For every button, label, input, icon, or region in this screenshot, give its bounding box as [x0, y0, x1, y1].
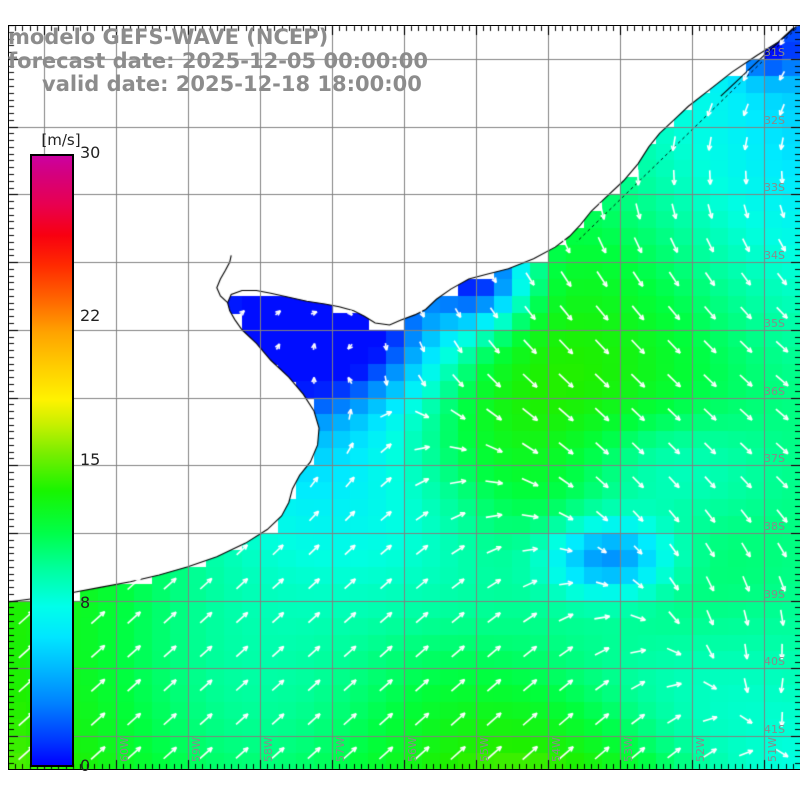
colorbar-tick-30: 30: [80, 143, 101, 162]
lat-label-37s: 37S: [764, 452, 785, 466]
lat-label-34s: 34S: [764, 249, 785, 263]
colorbar-tick-15: 15: [80, 449, 101, 469]
colorbar-unit-label: [m/s]: [41, 131, 81, 149]
map-plot-area[interactable]: 61W60W59W58W57W56W55W54W53W52W51W31S32S3…: [8, 25, 800, 770]
colorbar: [30, 154, 74, 767]
lon-label-60w: 60W: [118, 737, 131, 762]
lon-label-51w: 51W: [766, 737, 779, 762]
lat-label-40s: 40S: [764, 655, 785, 669]
lon-label-59w: 59W: [190, 737, 203, 762]
colorbar-gradient: [30, 154, 74, 767]
axis-tick-marks: [8, 25, 800, 770]
lat-label-41s: 41S: [764, 723, 785, 737]
lon-label-52w: 52W: [694, 737, 707, 762]
lon-label-57w: 57W: [334, 737, 347, 762]
frame-bottom-edge: [8, 769, 800, 770]
lat-label-39s: 39S: [764, 587, 785, 601]
lon-label-54w: 54W: [550, 737, 563, 762]
valid-date-line: valid date: 2025-12-18 18:00:00: [42, 72, 422, 97]
colorbar-tick-0: 0: [80, 756, 91, 775]
lat-label-33s: 33S: [764, 181, 785, 195]
model-name-line: modelo GEFS-WAVE (NCEP): [8, 25, 329, 49]
lat-label-38s: 38S: [764, 519, 785, 533]
forecast-date-line: forecast date: 2025-12-05 00:00:00: [8, 48, 428, 73]
map-title-block: modelo GEFS-WAVE (NCEP) forecast date: 2…: [0, 25, 520, 97]
frame-left-edge: [8, 25, 9, 770]
colorbar-tick-8: 8: [80, 592, 91, 612]
lat-label-32s: 32S: [764, 113, 785, 127]
colorbar-tick-22: 22: [80, 306, 101, 326]
lat-label-31s: 31S: [764, 45, 785, 59]
lat-label-36s: 36S: [764, 384, 785, 398]
lon-label-53w: 53W: [622, 737, 635, 762]
frame-top-edge: [8, 25, 800, 26]
lon-label-56w: 56W: [406, 737, 419, 762]
lon-label-55w: 55W: [478, 737, 491, 762]
lat-label-35s: 35S: [764, 316, 785, 330]
lon-label-58w: 58W: [262, 737, 275, 762]
